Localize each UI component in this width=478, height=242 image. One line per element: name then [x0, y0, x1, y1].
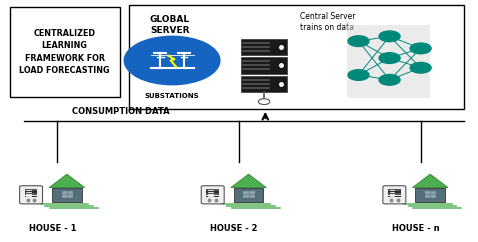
Bar	[52, 188, 82, 202]
Bar	[206, 191, 219, 193]
Bar	[25, 189, 37, 191]
Polygon shape	[231, 174, 266, 188]
Circle shape	[379, 75, 400, 85]
Text: SUBSTATIONS: SUBSTATIONS	[145, 93, 199, 98]
Circle shape	[124, 36, 220, 85]
Bar	[62, 191, 72, 197]
Bar	[10, 7, 120, 97]
Text: CONSUMPTION DATA: CONSUMPTION DATA	[72, 107, 169, 116]
Bar	[425, 191, 435, 197]
Circle shape	[379, 53, 400, 63]
FancyBboxPatch shape	[201, 186, 224, 204]
Bar	[388, 193, 401, 195]
FancyBboxPatch shape	[20, 186, 43, 204]
Circle shape	[348, 36, 369, 46]
Circle shape	[410, 43, 431, 54]
Bar	[388, 191, 401, 193]
Bar	[206, 189, 219, 191]
Polygon shape	[413, 174, 448, 188]
Bar	[241, 57, 287, 74]
Bar	[234, 188, 263, 202]
Bar	[388, 196, 401, 197]
Bar	[388, 189, 401, 191]
Bar	[206, 196, 219, 197]
Circle shape	[258, 99, 270, 105]
FancyBboxPatch shape	[383, 186, 406, 204]
Bar	[415, 188, 445, 202]
Bar	[243, 191, 254, 197]
Bar	[241, 76, 287, 92]
Bar	[25, 193, 37, 195]
Text: GLOBAL
SERVER: GLOBAL SERVER	[150, 15, 190, 35]
Circle shape	[348, 70, 369, 80]
Bar	[25, 196, 37, 197]
Circle shape	[410, 62, 431, 73]
Bar	[25, 191, 37, 193]
Text: Central Server
trains on data: Central Server trains on data	[300, 12, 355, 32]
Bar	[129, 5, 464, 109]
Bar	[241, 39, 287, 55]
Text: HOUSE - 2: HOUSE - 2	[210, 224, 258, 233]
Text: HOUSE - n: HOUSE - n	[392, 224, 440, 233]
Bar	[347, 25, 430, 98]
Bar	[206, 193, 219, 195]
Text: HOUSE - 1: HOUSE - 1	[29, 224, 76, 233]
Text: CENTRALIZED
LEARNING
FRAMEWORK FOR
LOAD FORECASTING: CENTRALIZED LEARNING FRAMEWORK FOR LOAD …	[19, 29, 110, 75]
Circle shape	[379, 31, 400, 42]
Polygon shape	[49, 174, 85, 188]
